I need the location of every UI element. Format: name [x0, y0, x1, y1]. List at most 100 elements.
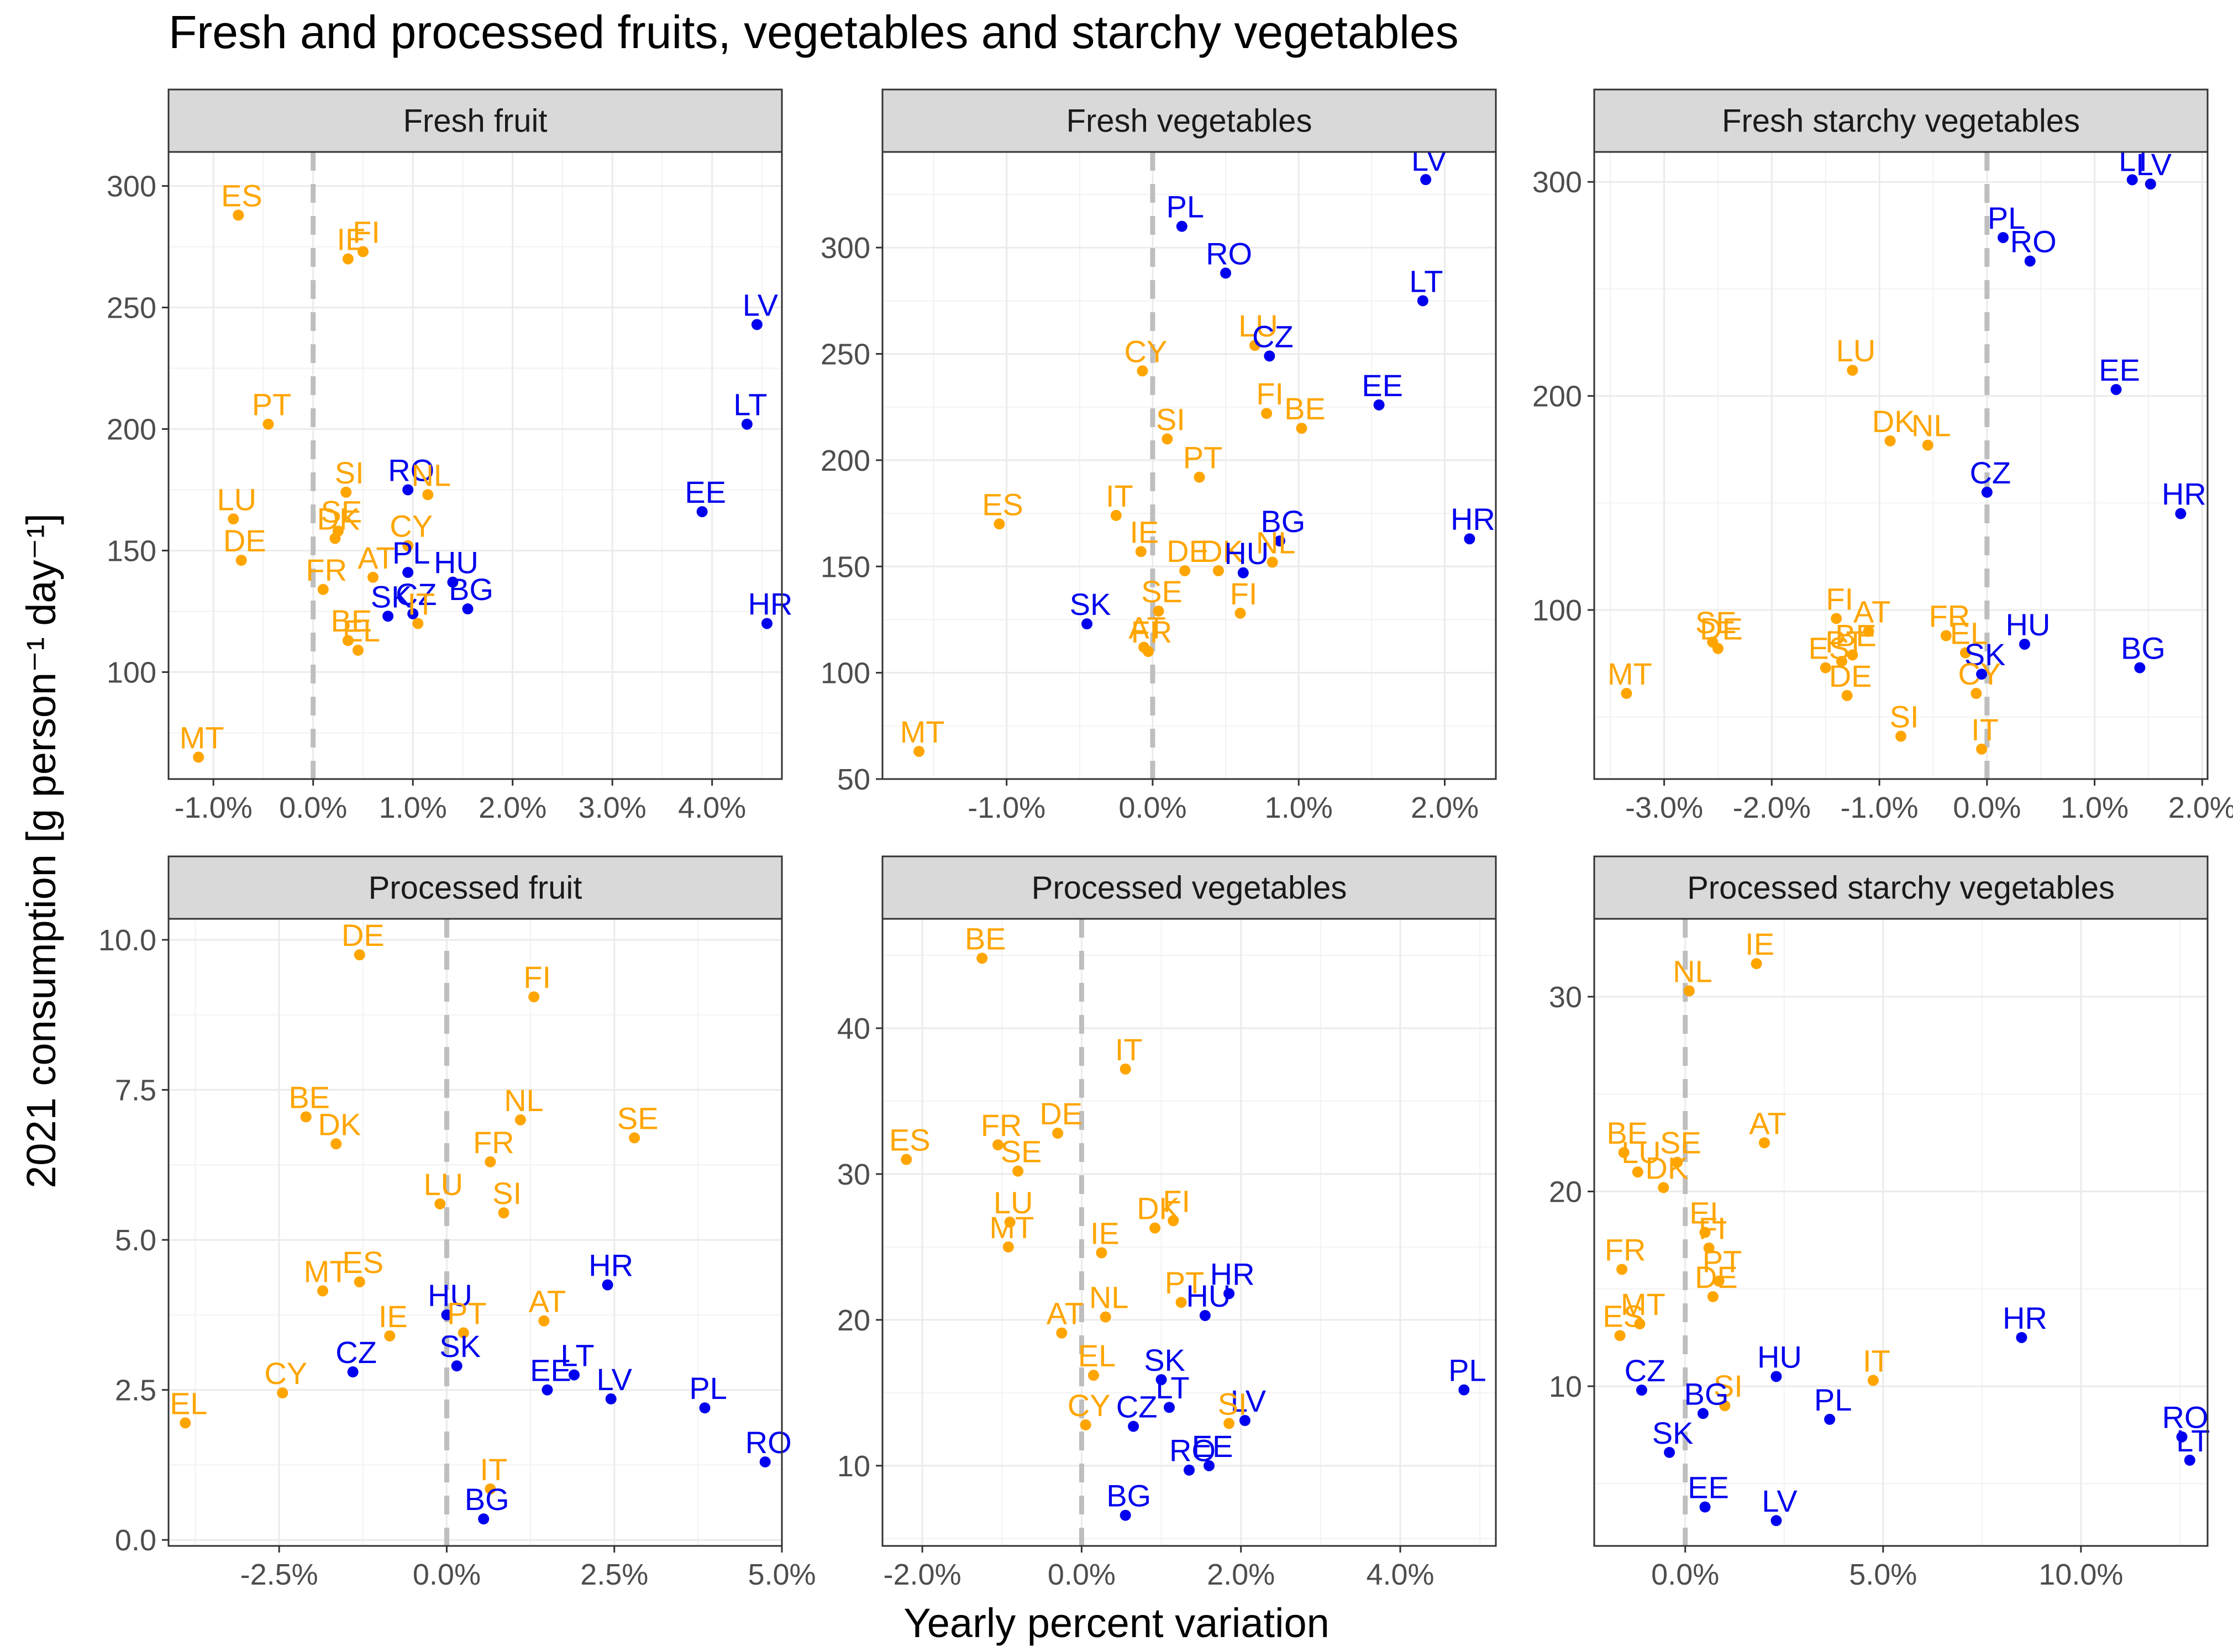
data-point — [354, 949, 365, 961]
facet-strip — [1593, 88, 2209, 153]
data-point-label: LV — [1762, 1483, 1798, 1518]
data-point-label: AT — [1128, 610, 1165, 645]
data-point — [538, 1315, 550, 1327]
data-point-label: LU — [1238, 308, 1278, 343]
data-point — [434, 1198, 446, 1209]
data-point-label: HR — [589, 1248, 633, 1283]
data-point-label: PT — [1183, 440, 1223, 475]
data-point-label: DE — [223, 523, 266, 558]
x-tick-label: 1.0% — [1265, 791, 1333, 824]
x-tick-label: 1.0% — [379, 791, 447, 824]
data-point-label: SI — [492, 1176, 522, 1211]
y-tick-label: 250 — [107, 292, 156, 325]
data-point — [1153, 606, 1164, 617]
data-point — [1699, 1227, 1711, 1238]
data-point — [382, 611, 394, 622]
data-point — [1267, 556, 1278, 568]
data-point-label: LV — [1231, 1383, 1267, 1418]
data-point — [1080, 1419, 1091, 1430]
data-point — [2145, 178, 2156, 190]
data-point-label: AT — [1047, 1296, 1084, 1331]
x-tick-label: 0.0% — [1953, 791, 2021, 824]
data-point-label: EE — [530, 1353, 571, 1388]
data-point-label: BE — [331, 603, 372, 638]
data-point — [277, 1387, 288, 1399]
data-point-label: LT — [1155, 1370, 1189, 1405]
data-point — [528, 991, 540, 1003]
data-point — [1223, 1288, 1235, 1299]
data-point — [1713, 1275, 1725, 1287]
data-point-label: PL — [689, 1371, 727, 1406]
data-point — [485, 1483, 496, 1495]
data-point-label: HU — [1224, 536, 1269, 571]
data-point-label: FR — [981, 1108, 1022, 1143]
data-point — [1296, 423, 1307, 434]
data-point — [340, 486, 352, 498]
data-point-label: SI — [1890, 699, 1919, 734]
x-tick-label: 4.0% — [678, 791, 746, 824]
data-point-label: PL — [1988, 201, 2026, 235]
data-point — [605, 1393, 617, 1404]
figure-title: Fresh and processed fruits, vegetables a… — [169, 6, 1459, 58]
facet-strip-title: Processed vegetables — [1032, 870, 1347, 906]
data-point-label: AT — [1853, 594, 1890, 629]
data-point — [228, 513, 239, 525]
data-point-label: EE — [685, 475, 726, 509]
data-point — [568, 1369, 580, 1381]
y-tick-label: 10 — [1549, 1370, 1582, 1403]
data-point — [992, 1139, 1004, 1151]
x-tick-label: 5.0% — [748, 1558, 816, 1591]
data-point-label: IT — [480, 1452, 507, 1487]
x-tick-label: -1.0% — [968, 791, 1045, 824]
data-point — [1155, 1374, 1167, 1386]
data-point-label: FI — [1230, 576, 1258, 611]
data-point — [629, 1132, 640, 1144]
data-point — [1143, 646, 1154, 657]
data-point-label: SE — [320, 494, 362, 529]
data-point-label: EE — [1192, 1429, 1233, 1464]
data-point — [412, 618, 424, 629]
data-point-label: SI — [1218, 1386, 1247, 1421]
x-tick-label: 0.0% — [1118, 791, 1186, 824]
x-tick-label: 10.0% — [2038, 1558, 2123, 1591]
data-point — [1636, 1385, 1647, 1396]
data-point — [2019, 638, 2030, 650]
data-point — [384, 1330, 396, 1341]
data-point-label: DK — [318, 1107, 361, 1141]
data-point — [447, 576, 459, 588]
data-point-label: RO — [2162, 1400, 2208, 1435]
data-point-label: EE — [2099, 353, 2140, 387]
data-point-label: PL — [1448, 1353, 1486, 1388]
data-point — [1703, 1242, 1715, 1254]
data-point-label: PT — [447, 1296, 487, 1330]
data-point — [193, 751, 204, 763]
data-point — [1672, 1156, 1683, 1168]
data-point-label: NL — [1911, 408, 1951, 443]
data-point-label: IT — [1115, 1032, 1143, 1067]
data-point-label: DE — [341, 918, 385, 953]
data-point-label: LU — [424, 1167, 464, 1202]
data-point — [2024, 255, 2036, 267]
x-tick-label: 2.5% — [580, 1558, 648, 1591]
data-point — [330, 1138, 342, 1150]
data-point-label: PT — [1703, 1244, 1742, 1279]
data-point-label: FI — [1699, 1211, 1726, 1246]
data-point — [1012, 1165, 1024, 1177]
panel-background — [169, 152, 782, 779]
data-point — [262, 418, 274, 430]
data-point — [1820, 662, 1831, 674]
data-point-label: BE — [1606, 1116, 1648, 1150]
y-tick-label: 50 — [837, 763, 870, 796]
data-point-label: IT — [1971, 712, 1999, 747]
facet-strip — [167, 88, 783, 153]
data-point-label: NL — [411, 457, 451, 492]
data-point — [342, 635, 354, 646]
data-point-label: DK — [1645, 1150, 1688, 1185]
data-point — [1867, 1375, 1879, 1386]
data-point — [451, 1360, 463, 1372]
data-point — [1100, 1311, 1111, 1323]
data-point-label: IE — [1090, 1216, 1120, 1250]
data-point-label: DE — [1829, 659, 1872, 693]
data-point-label: AT — [358, 540, 395, 575]
data-point-label: BE — [1835, 618, 1877, 653]
